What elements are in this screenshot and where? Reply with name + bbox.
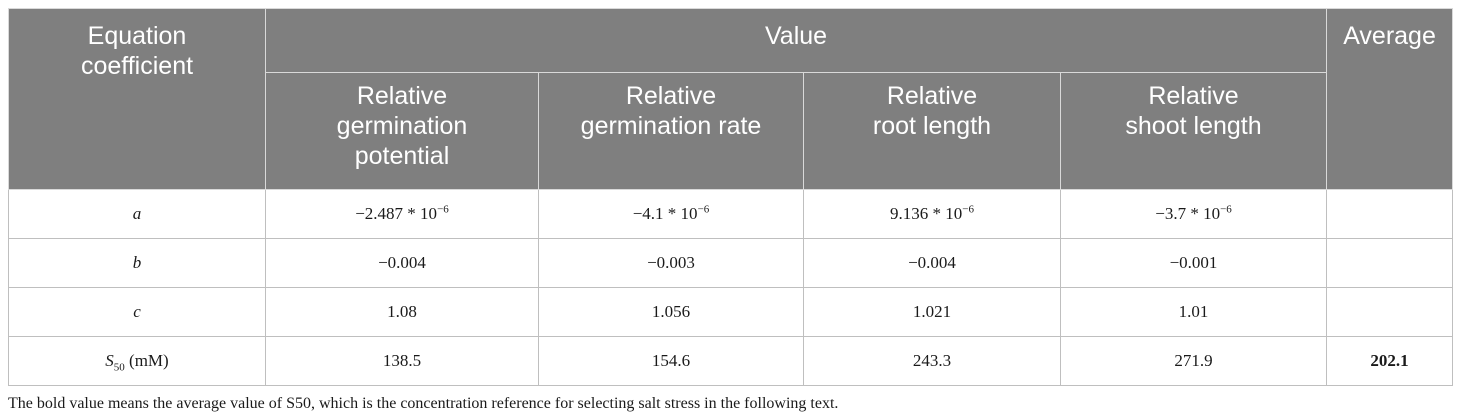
header-sub-line: shoot length [1125, 112, 1262, 140]
cell: 1.056 [538, 287, 804, 337]
cell-base: −3.7 * 10 [1155, 204, 1221, 223]
header-relative-germination-rate: Relative germination rate [538, 72, 804, 190]
header-coef-line-2: coefficient [80, 52, 194, 80]
header-sub-line: germination rate [580, 112, 762, 140]
header-sub-line: Relative [356, 82, 448, 110]
cell: −0.004 [803, 238, 1061, 288]
cell: −2.487 * 10−6 [265, 189, 539, 239]
header-value: Value [264, 8, 1328, 73]
cell: −4.1 * 10−6 [538, 189, 804, 239]
table-row: a −2.487 * 10−6 −4.1 * 10−6 9.136 * 10−6… [8, 189, 1454, 239]
row-label-a: a [8, 189, 266, 239]
average-cell [1326, 189, 1454, 239]
header-sub-line: Relative [625, 82, 717, 110]
average-cell [1326, 287, 1454, 337]
row-label-b: b [8, 238, 266, 288]
header-relative-shoot-length: Relative shoot length [1059, 72, 1328, 190]
cell: 1.021 [803, 287, 1061, 337]
cell: 1.01 [1059, 287, 1328, 337]
row-label-symbol: c [133, 302, 141, 321]
cell: −0.001 [1059, 238, 1328, 288]
row-label-symbol: a [132, 204, 142, 223]
table-row: c 1.08 1.056 1.021 1.01 [8, 287, 1454, 337]
table-row: S50 (mM) 138.5 154.6 243.3 271.9 202.1 [8, 336, 1454, 386]
average-cell [1326, 238, 1454, 288]
cell-base: −2.487 * 10 [355, 204, 438, 223]
cell-exponent: −6 [437, 203, 449, 216]
cell: −3.7 * 10−6 [1059, 189, 1328, 239]
coefficient-table: Equation coefficient Value Average Relat… [8, 8, 1454, 386]
header-relative-germination-potential: Relative germination potential [265, 72, 539, 190]
table-row: b −0.004 −0.003 −0.004 −0.001 [8, 238, 1454, 288]
cell-exponent: −6 [697, 203, 710, 216]
header-sub-line: Relative [1148, 82, 1239, 110]
cell: 154.6 [538, 336, 804, 386]
cell: −0.003 [538, 238, 804, 288]
header-row-top: Equation coefficient Value Average [8, 8, 1454, 190]
cell-exponent: −6 [1220, 203, 1232, 216]
cell-base: 9.136 * 10 [890, 204, 963, 223]
table-footnote: The bold value means the average value o… [8, 395, 839, 412]
cell: 1.08 [265, 287, 539, 337]
header-sub-line: germination [336, 112, 468, 140]
cell: 243.3 [803, 336, 1061, 386]
cell: 9.136 * 10−6 [803, 189, 1061, 239]
cell-exponent: −6 [962, 203, 974, 216]
header-sub-line: Relative [886, 82, 978, 110]
cell: −0.004 [265, 238, 539, 288]
row-label-c: c [8, 287, 266, 337]
average-cell-s50: 202.1 [1326, 336, 1454, 386]
row-label-symbol: b [132, 253, 142, 272]
header-average: Average [1326, 8, 1454, 190]
header-row-sub: Relative germination potential Relative … [9, 72, 1453, 190]
cell: 271.9 [1059, 336, 1328, 386]
cell: 138.5 [265, 336, 539, 386]
header-coef-line-1: Equation [87, 22, 187, 50]
row-label-subscript: 50 [113, 361, 125, 374]
cell-base: −4.1 * 10 [632, 204, 698, 223]
row-label-s50: S50 (mM) [8, 336, 266, 386]
table-container: Equation coefficient Value Average Relat… [8, 8, 1454, 414]
row-label-unit: (mM) [124, 351, 169, 370]
header-equation-coefficient: Equation coefficient [8, 8, 266, 190]
row-label-symbol: S [105, 351, 114, 370]
header-sub-line: root length [872, 112, 992, 140]
header-sub-line: potential [354, 142, 450, 170]
header-relative-root-length: Relative root length [803, 72, 1061, 190]
